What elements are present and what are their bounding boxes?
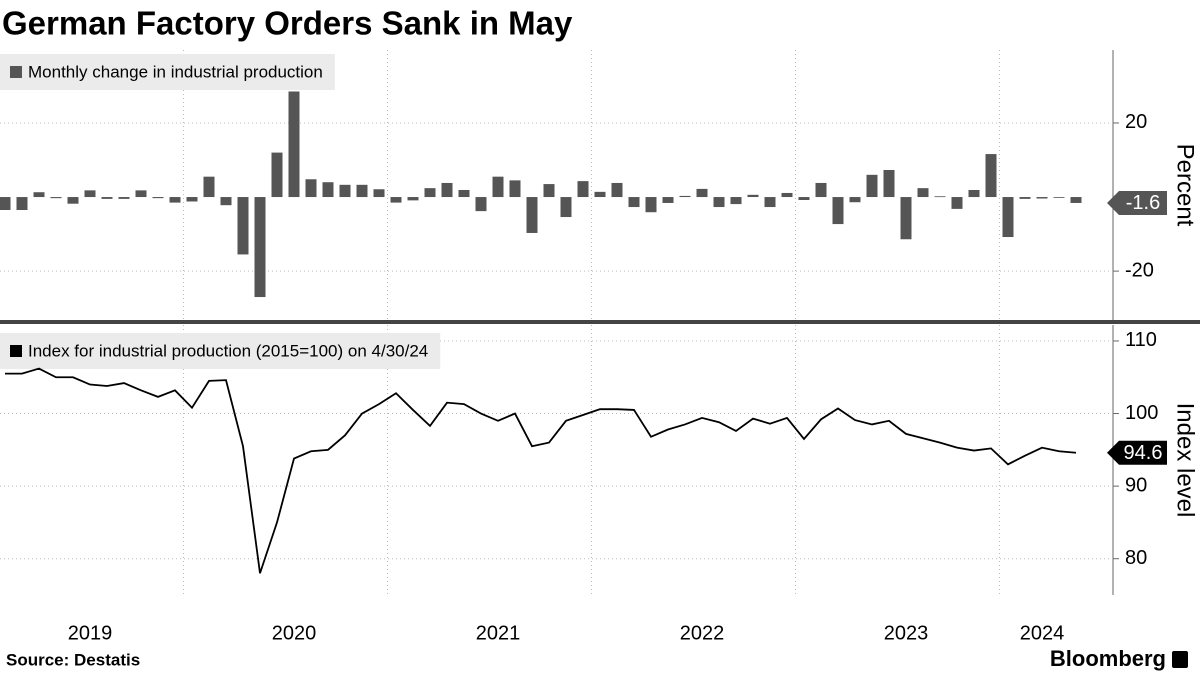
bar: [424, 188, 436, 198]
bar: [543, 184, 555, 198]
bar: [118, 197, 130, 199]
last-value-label: -1.6: [1126, 192, 1160, 214]
bar: [1036, 197, 1048, 199]
bar: [917, 188, 929, 198]
last-value-badge: [1107, 190, 1167, 215]
legend-box: [0, 333, 441, 369]
bar: [883, 170, 895, 198]
legend-label: Index for industrial production (2015=10…: [28, 341, 428, 360]
bar: [951, 197, 963, 209]
bar: [373, 189, 385, 198]
last-value-label: 94.6: [1124, 442, 1163, 464]
y-axis-label: Index level: [1172, 403, 1199, 518]
bar: [16, 197, 28, 210]
bar: [985, 154, 997, 198]
bar: [220, 197, 232, 206]
bar: [866, 174, 878, 198]
bar: [135, 190, 147, 198]
bar: [288, 91, 300, 198]
bar: [747, 194, 759, 198]
brand: Bloomberg: [1050, 646, 1166, 671]
bar: [645, 197, 657, 213]
chart-title: German Factory Orders Sank in May: [2, 5, 573, 42]
bar: [679, 195, 691, 198]
bar: [271, 152, 283, 198]
bar: [968, 190, 980, 198]
bar: [203, 176, 215, 198]
bar: [577, 181, 589, 198]
bar: [441, 182, 453, 198]
bar: [900, 197, 912, 240]
bar: [169, 197, 181, 203]
bar: [475, 197, 487, 212]
bar: [84, 190, 96, 198]
bar: [594, 191, 606, 198]
bar: [815, 182, 827, 198]
bar: [713, 197, 725, 208]
bar: [237, 197, 249, 255]
bar: [356, 184, 368, 198]
bar: [458, 190, 470, 198]
bar: [696, 188, 708, 198]
bar: [628, 197, 640, 208]
bar: [186, 197, 198, 202]
bar: [730, 197, 742, 205]
source: Source: Destatis: [6, 650, 140, 669]
y-tick-label: 100: [1125, 402, 1158, 424]
bar: [1019, 197, 1031, 199]
x-tick-label: 2023: [884, 622, 929, 644]
bar: [509, 180, 521, 198]
bar: [1002, 197, 1014, 238]
bar: [1053, 197, 1065, 198]
y-tick-label: 80: [1125, 547, 1147, 569]
bar: [934, 196, 946, 198]
bar: [101, 197, 113, 199]
bar: [526, 197, 538, 233]
bar: [1070, 197, 1082, 203]
y-tick-label: 20: [1125, 111, 1147, 133]
bar: [662, 197, 674, 203]
bar: [50, 197, 62, 199]
bar: [254, 197, 266, 298]
bar: [798, 197, 810, 200]
bar: [764, 197, 776, 208]
brand-icon: [1172, 651, 1188, 668]
x-tick-label: 2024: [1020, 622, 1065, 644]
legend-swatch: [10, 66, 22, 78]
y-tick-label: -20: [1125, 259, 1154, 281]
bar: [305, 179, 317, 198]
legend-box: [0, 54, 335, 90]
bar: [407, 197, 419, 201]
bar: [560, 197, 572, 218]
x-tick-label: 2020: [272, 622, 317, 644]
bar: [849, 197, 861, 203]
line: [5, 367, 1077, 574]
bar: [0, 197, 11, 210]
bar: [67, 197, 79, 204]
x-tick-label: 2021: [476, 622, 521, 644]
bar: [322, 182, 334, 198]
y-tick-label: 90: [1125, 474, 1147, 496]
bar: [781, 192, 793, 198]
x-tick-label: 2022: [680, 622, 725, 644]
bar: [492, 176, 504, 198]
bar: [832, 197, 844, 225]
legend-label: Monthly change in industrial production: [28, 62, 323, 81]
bar: [611, 182, 623, 198]
legend-swatch: [10, 345, 22, 357]
last-value-badge: [1107, 440, 1167, 465]
y-axis-label: Percent: [1172, 144, 1199, 227]
bar: [339, 184, 351, 198]
bar: [33, 192, 45, 198]
x-tick-label: 2019: [68, 622, 113, 644]
y-tick-label: 110: [1125, 329, 1157, 351]
bar: [390, 197, 402, 203]
bar: [152, 197, 164, 199]
